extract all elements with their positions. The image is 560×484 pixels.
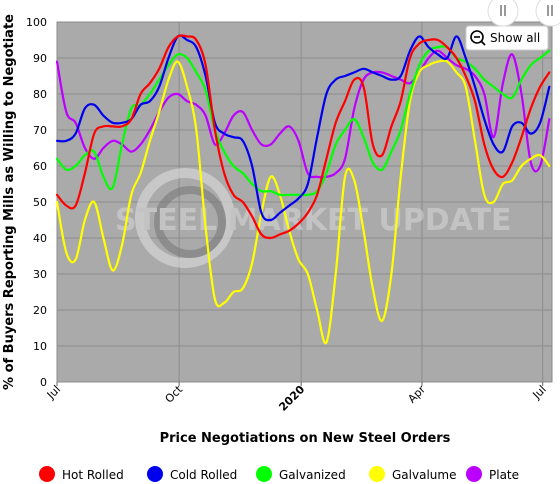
legend-marker [256,466,272,482]
legend-marker [466,466,482,482]
pause-icon [500,5,506,16]
legend-item-plate[interactable]: Plate [466,466,519,482]
y-axis-title: % of Buyers Reporting Mills as Willing t… [2,14,17,390]
y-tick-label: 10 [33,340,47,353]
legend-marker [369,466,385,482]
legend-label: Galvalume [392,468,456,482]
legend: Hot Rolled Cold Rolled Galvanized Galvalume… [39,466,519,482]
series-group [55,34,551,345]
reset-zoom-button[interactable]: Show all [465,25,549,51]
zoom-out-icon [470,30,486,46]
y-tick-label: 0 [40,376,47,389]
legend-item-galvanized[interactable]: Galvanized [256,466,346,482]
legend-item-hot-rolled[interactable]: Hot Rolled [39,466,124,482]
y-tick-label: 70 [33,124,47,137]
watermark-text: STEEL MARKET UPDATE [115,203,512,238]
y-axis-ticks: 0 10 20 30 40 50 60 70 80 90 100 [26,16,47,389]
y-tick-label: 60 [33,160,47,173]
x-axis-ticks: Jul Oct 2020 Apr Jul [44,382,549,414]
x-axis-title: Price Negotiations on New Steel Orders [160,431,451,446]
x-tick-label: Apr [405,383,428,406]
legend-label: Galvanized [279,468,346,482]
y-tick-label: 90 [33,52,47,65]
series-line-plate [55,49,551,179]
legend-label: Plate [489,468,519,482]
series-line-cold-rolled [55,34,551,222]
y-tick-label: 50 [33,196,47,209]
x-tick-label: 2020 [276,383,307,414]
watermark: STEEL MARKET UPDATE [115,168,512,268]
legend-label: Cold Rolled [170,468,237,482]
series-line-hot-rolled [55,34,551,240]
y-tick-label: 20 [33,304,47,317]
pause-icon [547,5,553,16]
legend-label: Hot Rolled [62,468,124,482]
legend-marker [147,466,163,482]
y-tick-label: 80 [33,88,47,101]
x-tick-label: Oct [163,382,186,405]
legend-marker [39,466,55,482]
show-all-label: Show all [490,31,540,45]
y-tick-label: 100 [26,16,47,29]
y-tick-label: 40 [33,232,47,245]
pause-button[interactable] [487,0,519,27]
series-line-galvalume [55,59,551,345]
legend-item-galvalume[interactable]: Galvalume [369,466,456,482]
y-tick-label: 30 [33,268,47,281]
menu-button[interactable] [535,0,560,27]
x-tick-label: Jul [530,383,549,402]
watermark-swoosh-icon [135,168,235,268]
legend-item-cold-rolled[interactable]: Cold Rolled [147,466,237,482]
